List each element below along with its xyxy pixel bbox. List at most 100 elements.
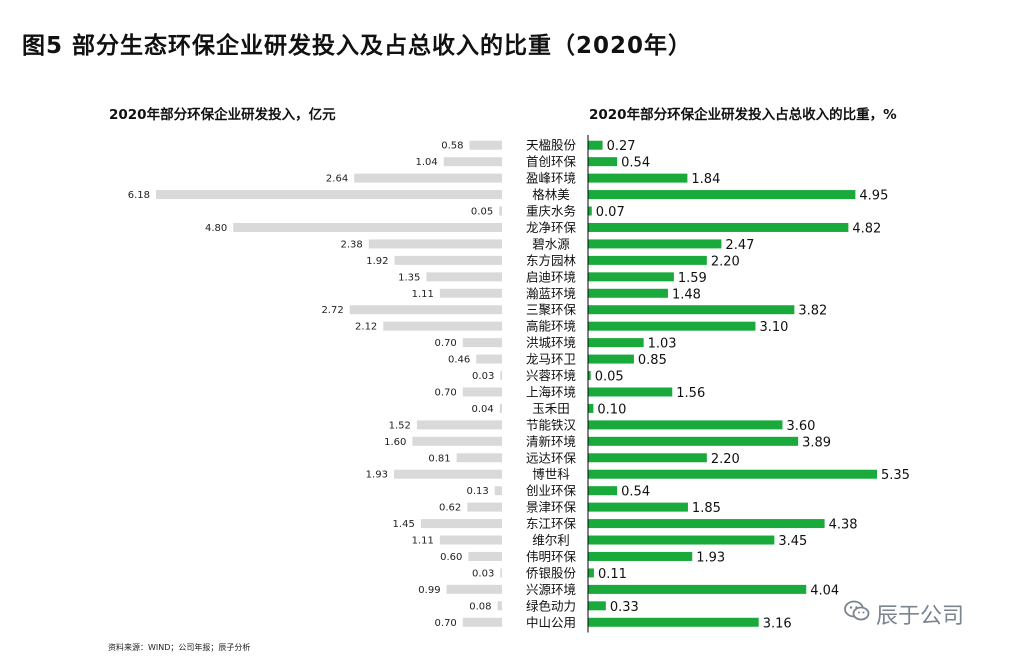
category-label: 碧水源 — [532, 236, 570, 251]
category-label: 龙净环保 — [526, 220, 577, 235]
right-value-label: 0.07 — [596, 205, 625, 220]
right-value-label: 1.84 — [691, 172, 720, 187]
left-value-label: 0.70 — [435, 387, 457, 398]
right-bar — [588, 535, 775, 545]
right-value-label: 4.82 — [852, 221, 881, 236]
right-bar — [588, 288, 668, 298]
left-value-label: 0.99 — [418, 585, 440, 596]
category-label: 兴源环境 — [526, 582, 576, 597]
right-bar — [588, 601, 606, 611]
right-bar — [588, 140, 603, 150]
watermark: 辰于公司 — [844, 598, 964, 630]
left-value-label: 0.03 — [472, 371, 494, 382]
wechat-icon — [844, 600, 870, 628]
right-value-label: 4.04 — [810, 583, 839, 598]
category-label: 首创环保 — [526, 154, 577, 169]
right-bar — [588, 190, 856, 200]
right-bar — [588, 584, 807, 594]
category-label: 瀚蓝环境 — [526, 286, 576, 301]
right-value-label: 3.45 — [778, 534, 807, 549]
left-bar — [412, 436, 502, 446]
right-bar — [588, 502, 688, 512]
left-value-label: 2.72 — [321, 305, 343, 316]
category-label: 创业环保 — [526, 483, 577, 498]
left-value-label: 2.12 — [355, 322, 377, 333]
right-bar — [588, 338, 644, 348]
category-label: 景津环保 — [526, 500, 577, 515]
left-value-label: 1.35 — [398, 272, 420, 283]
right-bar — [588, 222, 849, 232]
right-bar — [588, 403, 594, 413]
right-bar — [588, 568, 594, 578]
right-value-label: 1.56 — [676, 386, 705, 401]
left-value-label: 1.45 — [393, 519, 415, 530]
right-bar — [588, 617, 759, 627]
right-bar — [588, 354, 634, 364]
left-value-label: 0.62 — [439, 503, 461, 514]
category-label: 重庆水务 — [526, 204, 576, 219]
category-label: 玉禾田 — [532, 401, 570, 416]
left-value-label: 1.93 — [366, 470, 388, 481]
right-value-label: 2.47 — [725, 238, 754, 253]
left-bar — [383, 321, 502, 331]
category-label: 伟明环保 — [526, 549, 577, 564]
left-chart-title: 2020年部分环保企业研发投入，亿元 — [109, 107, 336, 123]
category-label: 维尔利 — [532, 533, 570, 548]
right-value-label: 3.10 — [759, 320, 788, 335]
left-value-label: 0.70 — [435, 618, 457, 629]
left-bar — [467, 502, 502, 512]
right-bar — [588, 157, 618, 167]
left-value-label: 0.60 — [440, 552, 462, 563]
category-label: 侨银股份 — [526, 565, 577, 580]
left-value-label: 2.64 — [326, 174, 348, 185]
right-value-label: 1.93 — [696, 550, 725, 565]
right-value-label: 4.38 — [829, 518, 858, 533]
left-bar — [462, 387, 502, 397]
left-value-label: 4.80 — [205, 223, 227, 234]
category-label: 三聚环保 — [526, 302, 577, 317]
category-label: 格林美 — [532, 187, 570, 202]
left-bar — [156, 190, 502, 200]
right-bar — [588, 173, 688, 183]
category-label: 洪城环境 — [526, 335, 576, 350]
right-chart-title: 2020年部分环保企业研发投入占总收入的比重，% — [589, 107, 897, 123]
figure-title: 图5 部分生态环保企业研发投入及占总收入的比重（2020年） — [22, 33, 693, 59]
left-bar — [368, 239, 502, 249]
category-label: 上海环境 — [526, 384, 576, 399]
left-bar — [393, 469, 502, 479]
left-value-label: 0.81 — [428, 453, 450, 464]
left-bar — [497, 601, 502, 611]
left-bar — [354, 173, 502, 183]
left-bar — [468, 551, 502, 561]
left-bar — [462, 338, 502, 348]
left-bar — [499, 206, 502, 216]
right-bar — [588, 305, 795, 315]
category-label: 博世科 — [532, 467, 570, 482]
right-bar — [588, 420, 783, 430]
right-bar — [588, 206, 592, 216]
left-bar — [494, 486, 502, 496]
right-value-label: 3.60 — [786, 419, 815, 434]
left-bar — [476, 354, 502, 364]
left-value-label: 1.04 — [416, 157, 438, 168]
right-bar — [588, 371, 591, 381]
category-label: 龙马环卫 — [526, 352, 576, 367]
left-value-label: 0.05 — [471, 207, 493, 218]
right-bar — [588, 272, 674, 282]
right-value-label: 1.59 — [678, 271, 707, 286]
right-value-label: 2.20 — [711, 254, 740, 269]
watermark-text: 辰于公司 — [876, 604, 965, 629]
left-value-label: 1.60 — [384, 437, 406, 448]
left-bar — [416, 420, 502, 430]
left-bar — [233, 222, 502, 232]
left-value-label: 0.08 — [469, 601, 491, 612]
category-label: 绿色动力 — [526, 598, 576, 613]
right-bar — [588, 551, 693, 561]
right-value-label: 1.48 — [672, 287, 701, 302]
right-value-label: 4.95 — [859, 189, 888, 204]
left-bar — [394, 255, 502, 265]
right-value-label: 1.03 — [648, 337, 677, 352]
left-bar — [439, 535, 502, 545]
left-value-label: 0.58 — [441, 141, 463, 152]
